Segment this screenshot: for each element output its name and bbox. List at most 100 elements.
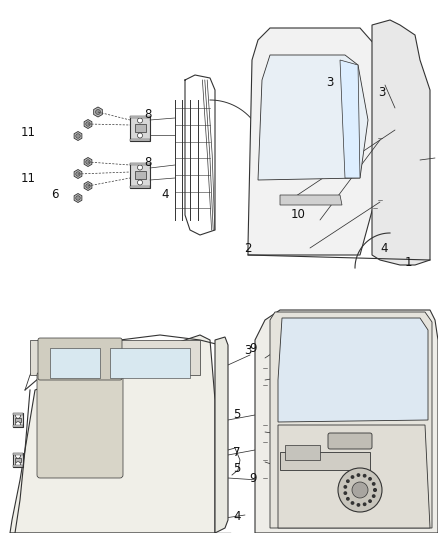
FancyBboxPatch shape xyxy=(386,119,404,141)
Circle shape xyxy=(219,473,223,478)
Bar xyxy=(408,120,416,124)
Text: 4: 4 xyxy=(380,241,388,254)
Circle shape xyxy=(392,121,398,126)
Bar xyxy=(217,397,225,399)
Circle shape xyxy=(262,378,268,384)
Bar xyxy=(408,220,416,224)
Bar xyxy=(408,195,416,199)
Circle shape xyxy=(86,122,90,126)
Circle shape xyxy=(369,500,371,502)
FancyBboxPatch shape xyxy=(37,372,123,478)
Bar xyxy=(386,119,404,121)
Circle shape xyxy=(377,134,384,141)
Circle shape xyxy=(392,186,398,191)
Bar xyxy=(217,437,225,439)
Text: 4: 4 xyxy=(233,510,241,522)
Circle shape xyxy=(372,483,375,485)
Bar xyxy=(219,427,223,433)
Circle shape xyxy=(392,134,398,139)
Circle shape xyxy=(138,165,142,170)
Bar xyxy=(15,417,21,423)
Bar xyxy=(30,340,200,375)
Circle shape xyxy=(15,453,21,458)
Circle shape xyxy=(138,118,142,123)
Bar xyxy=(134,171,145,180)
Circle shape xyxy=(369,478,371,480)
Text: 3: 3 xyxy=(326,76,334,88)
Circle shape xyxy=(76,134,80,138)
Polygon shape xyxy=(84,182,92,190)
Circle shape xyxy=(262,367,268,372)
Circle shape xyxy=(262,365,268,371)
Circle shape xyxy=(262,439,268,445)
FancyBboxPatch shape xyxy=(217,461,225,479)
FancyBboxPatch shape xyxy=(217,421,225,439)
Polygon shape xyxy=(248,28,378,255)
Bar xyxy=(408,145,416,149)
Bar xyxy=(260,420,270,422)
Text: 8: 8 xyxy=(144,109,152,122)
Polygon shape xyxy=(258,55,368,180)
Circle shape xyxy=(219,462,223,467)
Circle shape xyxy=(86,160,90,164)
Bar xyxy=(390,126,400,134)
Bar xyxy=(217,477,225,479)
Circle shape xyxy=(352,482,368,498)
Text: 7: 7 xyxy=(233,447,241,459)
Circle shape xyxy=(218,382,224,388)
Bar xyxy=(219,387,223,393)
Circle shape xyxy=(372,205,378,211)
Text: 4: 4 xyxy=(161,188,169,200)
Circle shape xyxy=(218,462,224,468)
Circle shape xyxy=(218,412,224,418)
Polygon shape xyxy=(94,107,102,117)
Circle shape xyxy=(262,475,268,481)
Circle shape xyxy=(372,495,375,497)
Text: 3: 3 xyxy=(244,343,252,357)
Circle shape xyxy=(218,482,224,488)
FancyBboxPatch shape xyxy=(260,365,270,385)
Circle shape xyxy=(357,504,360,506)
Polygon shape xyxy=(280,195,342,205)
Polygon shape xyxy=(270,312,432,528)
Bar xyxy=(260,438,270,440)
FancyBboxPatch shape xyxy=(13,413,23,427)
Bar xyxy=(280,452,370,470)
Polygon shape xyxy=(278,318,428,422)
Circle shape xyxy=(351,476,354,478)
Circle shape xyxy=(377,197,384,204)
Bar xyxy=(386,139,404,141)
Text: 1: 1 xyxy=(404,255,412,269)
Circle shape xyxy=(262,382,268,388)
Text: 6: 6 xyxy=(51,188,59,200)
Bar xyxy=(260,365,270,367)
Circle shape xyxy=(15,413,21,418)
Bar xyxy=(130,139,150,141)
Bar xyxy=(130,116,150,117)
Bar xyxy=(13,453,23,455)
Circle shape xyxy=(346,498,349,500)
Bar xyxy=(130,163,150,165)
Bar xyxy=(285,445,320,460)
Text: 9: 9 xyxy=(249,472,257,484)
Circle shape xyxy=(218,442,224,448)
Polygon shape xyxy=(340,60,360,178)
Circle shape xyxy=(15,422,21,427)
Bar xyxy=(217,381,225,383)
Circle shape xyxy=(351,502,354,504)
Circle shape xyxy=(374,489,376,491)
FancyBboxPatch shape xyxy=(38,338,122,380)
Polygon shape xyxy=(255,310,438,533)
FancyBboxPatch shape xyxy=(13,453,23,467)
Bar xyxy=(13,413,23,415)
Circle shape xyxy=(262,433,268,439)
Circle shape xyxy=(219,433,223,438)
Circle shape xyxy=(357,474,360,477)
Circle shape xyxy=(138,180,142,185)
Bar xyxy=(134,124,145,132)
Circle shape xyxy=(262,422,268,426)
Bar xyxy=(13,465,23,467)
Polygon shape xyxy=(278,425,430,528)
Circle shape xyxy=(344,492,346,494)
Bar xyxy=(130,185,150,188)
